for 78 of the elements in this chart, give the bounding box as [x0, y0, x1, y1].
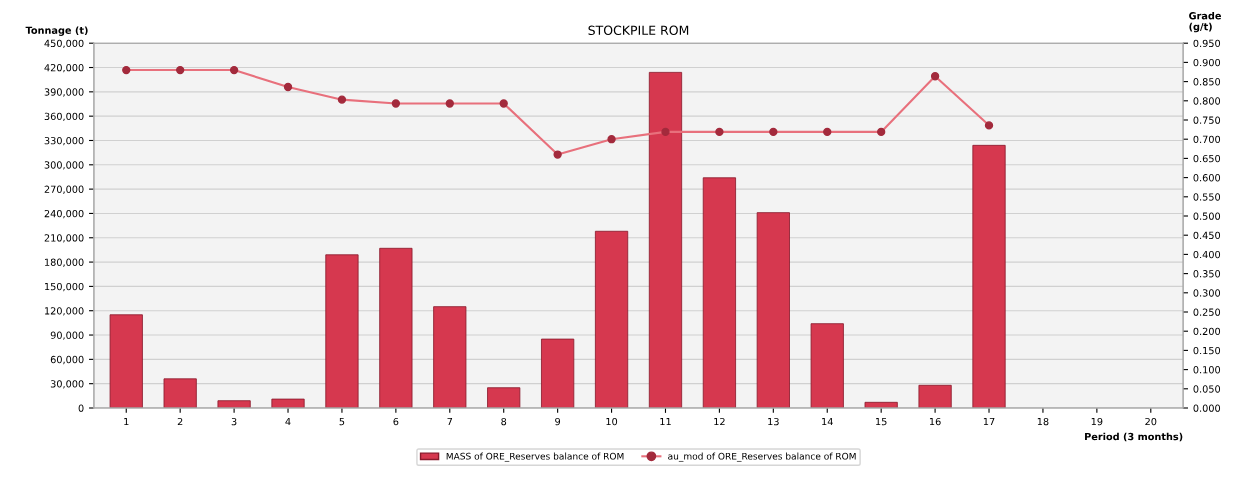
x-tick-label: 11: [660, 418, 671, 426]
x-tick-label: 13: [768, 417, 779, 426]
y-tick-label: 210,000: [44, 234, 84, 243]
y2-tick-label: 0.900: [1193, 58, 1221, 67]
y2-tick-label: 0.150: [1193, 346, 1221, 355]
y-tick-label: 300,000: [44, 161, 84, 170]
bar: [379, 247, 413, 408]
y2-tick-label: 0.100: [1193, 366, 1221, 374]
y2-tick-label: 0.250: [1193, 308, 1221, 316]
y-tick-label: 360,000: [44, 112, 84, 121]
y-tick-label: 120,000: [45, 307, 84, 316]
x-tick-label: 9: [555, 417, 561, 426]
y2-tick-label: 0.200: [1193, 327, 1221, 336]
y2-tick-label: 0.600: [1193, 174, 1221, 182]
x-tick-label: 10: [606, 417, 618, 426]
legend-label: au_mod of ORE_Reserves balance of ROM: [668, 452, 856, 462]
bar: [972, 144, 1006, 408]
x-tick-label: 3: [231, 417, 237, 426]
x-tick-label: 5: [339, 418, 345, 426]
x-tick-label: 14: [822, 418, 833, 426]
bar: [217, 400, 251, 408]
y2-axis-title: Grade (g/t): [1189, 11, 1221, 33]
y2-tick-label: 0.750: [1193, 116, 1221, 124]
bar: [594, 230, 629, 408]
y-tick-label: 330,000: [44, 136, 84, 146]
bar: [918, 384, 952, 408]
x-tick-label: 4: [285, 418, 291, 426]
x-tick-label: 8: [501, 417, 507, 426]
y-tick-label: 90,000: [50, 331, 84, 340]
x-tick-label: 2: [177, 417, 183, 426]
y-tick-label: 390,000: [44, 88, 84, 97]
y2-tick-label: 0.050: [1193, 385, 1221, 393]
bar: [325, 254, 359, 408]
x-tick-label: 18: [1037, 417, 1049, 426]
y2-tick-label: 0.350: [1193, 270, 1221, 278]
x-tick-label: 15: [876, 418, 887, 426]
y2-tick-label: 0.850: [1193, 78, 1221, 86]
y-tick-label: 150,000: [45, 282, 84, 292]
y-tick-label: 30,000: [50, 380, 84, 389]
bar: [109, 314, 143, 408]
y2-tick-label: 0.400: [1193, 250, 1221, 259]
x-tick-label: 1: [124, 418, 129, 426]
bar: [756, 212, 790, 408]
y2-tick-label: 0.500: [1193, 212, 1221, 220]
y2-tick-label: 0.700: [1193, 135, 1221, 144]
bar: [702, 177, 736, 408]
bar: [433, 306, 467, 408]
x-tick-label: 12: [714, 417, 725, 426]
bar: [163, 378, 197, 408]
y-tick-label: 270,000: [44, 185, 84, 194]
y2-tick-label: 0.950: [1193, 39, 1221, 48]
y2-tick-label: 0.550: [1193, 193, 1221, 201]
y-tick-label: 0: [78, 404, 84, 412]
bar: [648, 71, 683, 408]
legend-label: MASS of ORE_Reserves balance of ROM: [446, 452, 624, 462]
x-axis-title: Period (3 months): [1085, 432, 1183, 442]
y2-tick-label: 0.450: [1193, 231, 1221, 240]
y-tick-label: 180,000: [45, 258, 84, 267]
x-tick-label: 20: [1145, 417, 1157, 426]
x-tick-label: 7: [447, 418, 453, 426]
bar: [271, 398, 305, 408]
x-tick-label: 17: [983, 418, 995, 426]
y-tick-label: 420,000: [44, 64, 84, 73]
y2-tick-label: 0.000: [1193, 404, 1221, 412]
x-tick-label: 6: [393, 417, 399, 426]
bar: [487, 387, 521, 408]
bar: [541, 338, 575, 408]
y-tick-label: 240,000: [44, 209, 84, 219]
y2-tick-label: 0.800: [1193, 97, 1221, 105]
y-tick-label: 60,000: [50, 355, 84, 365]
x-tick-label: 19: [1091, 417, 1103, 426]
y-axis-title: Tonnage (t): [25, 26, 88, 36]
y2-tick-label: 0.650: [1193, 154, 1221, 163]
x-tick-label: 16: [929, 417, 941, 426]
chart-title: STOCKPILE ROM: [588, 25, 689, 36]
bar: [810, 323, 844, 408]
y-tick-label: 450,000: [44, 39, 84, 49]
y2-tick-label: 0.300: [1193, 289, 1221, 297]
